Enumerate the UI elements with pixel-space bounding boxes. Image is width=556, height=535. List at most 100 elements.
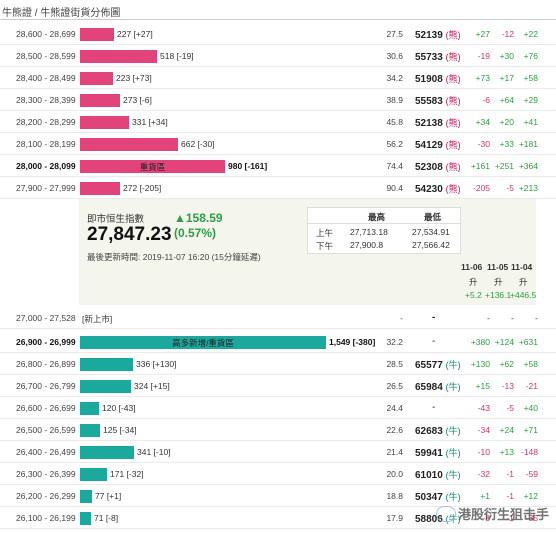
range-label: 26,300 - 26,399 [16,469,76,479]
warrant-code: 62683 (牛) [415,426,461,437]
low-header: 最低 [424,212,442,222]
change-value: -59 [525,469,538,479]
date-label: 11-04 [511,262,533,272]
distribution-bar [80,50,157,63]
pct-value: 27.5 [386,29,403,39]
pct-value: 18.8 [386,491,403,501]
bar-value: 77 [+1] [95,491,122,501]
change-value: +251 [494,161,514,171]
warrant-code: 50347 (牛) [415,492,461,503]
bar-value: 273 [-6] [123,95,152,105]
watermark-text: 港股衍生狙击手 [458,507,550,522]
pct-value: - [400,313,403,323]
distribution-bar [80,138,178,151]
warrant-code: 54129 (熊) [415,140,461,151]
change-value: +631 [518,337,538,347]
distribution-row: 28,200 - 28,299 331 [+34] 45.8 52138 (熊) +34… [0,111,556,133]
change-value: +73 [475,73,490,83]
change-value: -1 [506,469,514,479]
change-value: -5 [506,183,514,193]
range-label: 27,000 - 27,528 [16,313,76,323]
range-label: 28,600 - 28,699 [16,29,76,39]
bar-value: 331 [+34] [132,117,168,127]
session-low: 27,534.91 [412,227,450,237]
distribution-row: 28,100 - 28,199 662 [-30] 56.2 54129 (熊) -30… [0,133,556,155]
range-label: 26,200 - 26,299 [16,491,76,501]
change-value: -8 [482,513,490,523]
change-value: -21 [525,381,538,391]
warrant-code: - [432,336,436,347]
bar-tag: 高多新增/重貨區 [172,338,234,348]
change-value: -35 [525,513,538,523]
change-value: +58 [523,73,538,83]
range-label: 26,100 - 26,199 [16,513,76,523]
distribution-bar [80,380,131,393]
range-label: 26,700 - 26,799 [16,381,76,391]
bar-value: 272 [-205] [123,183,162,193]
warrant-code: - [432,312,436,323]
type-tag: (牛) [445,426,461,436]
change-value: -205 [472,183,490,193]
distribution-bar [80,424,100,437]
distribution-bar [80,512,91,525]
pct-value: 56.2 [386,139,403,149]
type-tag: (熊) [445,96,461,106]
date-unit: 升 [469,277,478,287]
bar-value: 223 [+73] [116,73,152,83]
change-value: -43 [477,403,490,413]
distribution-bar: 高多新增/重貨區 [80,336,326,349]
change-value: +130 [470,359,490,369]
high-header: 最高 [368,212,386,222]
pct-value: 20.0 [386,469,403,479]
range-label: 26,800 - 26,899 [16,359,76,369]
warrant-code: 52138 (熊) [415,118,461,129]
distribution-bar [80,358,133,371]
pct-value: 74.4 [386,161,403,171]
distribution-bar [80,468,107,481]
pct-value: 90.4 [386,183,403,193]
change-value: +24 [499,425,514,435]
distribution-row: 26,600 - 26,699 120 [-43] 24.4 - -43 -5 +40 [0,397,556,419]
index-value: 27,847.23 [87,224,172,245]
change-value: -19 [477,51,490,61]
change-value: -5 [506,403,514,413]
type-tag: (熊) [445,52,461,62]
change-value: +20 [499,117,514,127]
type-tag: (熊) [445,140,461,150]
range-label: 26,900 - 26,999 [16,337,76,347]
range-label: 28,500 - 28,599 [16,51,76,61]
distribution-row: 28,600 - 28,699 227 [+27] 27.5 52139 (熊) +27… [0,23,556,45]
warrant-code: 54230 (熊) [415,184,461,195]
bar-value: 980 [-161] [228,161,268,171]
change-value: -1 [506,491,514,501]
range-label: 27,900 - 27,999 [16,183,76,193]
change-value: -6 [482,95,490,105]
date-label: 11-06 [461,262,483,272]
range-label: 26,400 - 26,499 [16,447,76,457]
date-change: +446.5 [510,290,537,300]
change-value: +58 [523,359,538,369]
type-tag: (熊) [445,162,461,172]
change-value: -10 [477,447,490,457]
last-updated: 最後更新時間: 2019-11-07 16:20 (15分鐘延遲) [87,252,261,262]
change-value: +181 [518,139,538,149]
date-change: +5.2 [465,290,482,300]
pct-value: 45.8 [386,117,403,127]
range-label: 28,000 - 28,099 [16,161,76,171]
change-value: +213 [518,183,538,193]
change-value: +33 [499,139,514,149]
change-value: +15 [475,381,490,391]
date-unit: 升 [494,277,503,287]
type-tag: (熊) [445,184,461,194]
change-value: - [511,313,514,323]
type-tag: (熊) [445,118,461,128]
change-value: -30 [477,139,490,149]
distribution-row: 26,500 - 26,599 125 [-34] 22.6 62683 (牛) -34… [0,419,556,441]
pct-value: 32.2 [386,337,403,347]
bar-value: 171 [-32] [110,469,144,479]
distribution-row: 26,900 - 26,999 高多新增/重貨區 1,549 [-380] 32.2 -… [0,331,556,353]
distribution-bar [80,72,113,85]
change-value: +12 [523,491,538,501]
distribution-row: 28,300 - 28,399 273 [-6] 38.9 55583 (熊) -6 +6… [0,89,556,111]
distribution-bar [80,116,129,129]
